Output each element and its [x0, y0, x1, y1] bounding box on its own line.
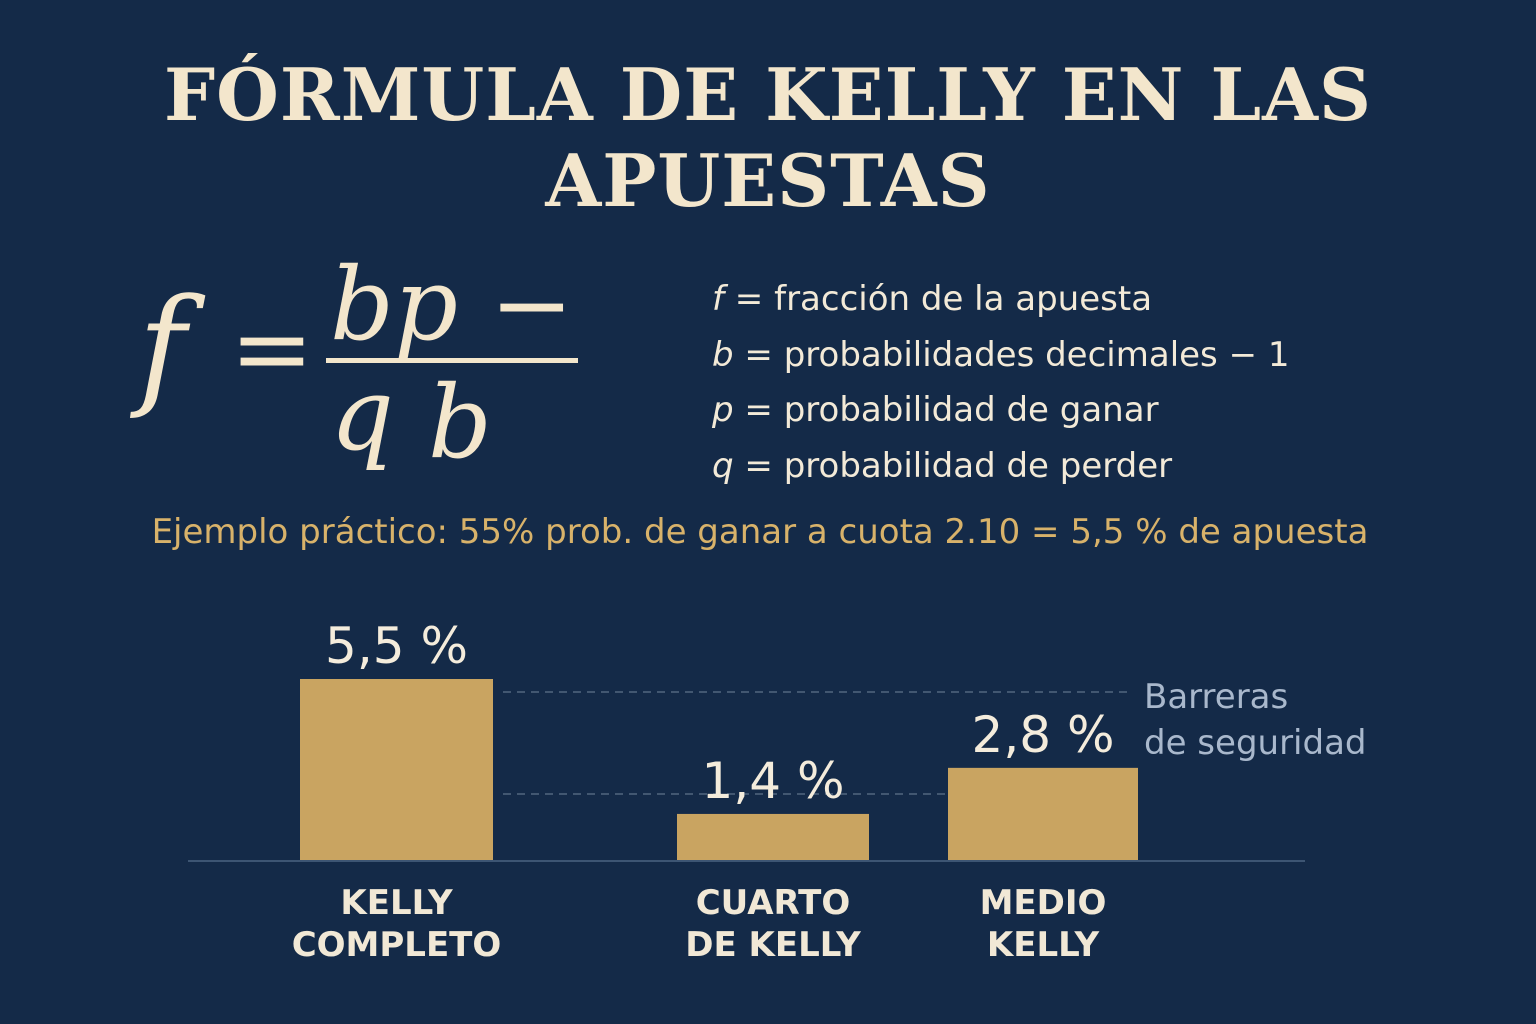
- formula-numerator: bp − q: [330, 246, 574, 473]
- data-label: 1,4 %: [702, 752, 845, 810]
- data-label: 2,8 %: [972, 706, 1115, 764]
- definition-text: = probabilidad de perder: [744, 445, 1173, 486]
- symbol: p: [712, 390, 734, 430]
- example-text: Ejemplo práctico: 55% prob. de ganar a c…: [151, 512, 1369, 552]
- kelly-formula: f = bp − q b: [130, 250, 600, 478]
- definition-f: f = fracción de la apuesta: [712, 272, 1290, 328]
- symbol: f: [712, 279, 724, 319]
- category-label: CUARTO DE KELLY: [685, 883, 861, 965]
- fraction-bar: [326, 358, 578, 363]
- definition-q: q = probabilidad de perder: [712, 439, 1290, 495]
- bar: [948, 767, 1138, 860]
- formula-denominator: b: [428, 364, 493, 481]
- category-label: KELLY COMPLETO: [291, 883, 502, 965]
- category-label: MEDIO KELLY: [979, 883, 1107, 965]
- bar: [677, 813, 869, 860]
- symbol: b: [712, 334, 734, 375]
- safety-annotation: Barreras de seguridad: [1144, 677, 1367, 763]
- data-label: 5,5 %: [325, 617, 468, 675]
- symbol: q: [712, 445, 734, 486]
- definition-p: p = probabilidad de ganar: [712, 383, 1290, 439]
- definition-text: = probabilidades decimales − 1: [744, 334, 1290, 375]
- definition-b: b = probabilidades decimales − 1: [712, 328, 1290, 384]
- variable-definitions: f = fracción de la apuesta b = probabili…: [712, 272, 1290, 494]
- formula-lhs: f: [138, 270, 187, 422]
- formula-equals: =: [230, 290, 314, 407]
- page-title: FÓRMULA DE KELLY EN LAS APUESTAS: [164, 52, 1372, 223]
- bar: [300, 679, 493, 860]
- definition-text: = fracción de la apuesta: [734, 279, 1153, 319]
- definition-text: = probabilidad de ganar: [744, 390, 1159, 430]
